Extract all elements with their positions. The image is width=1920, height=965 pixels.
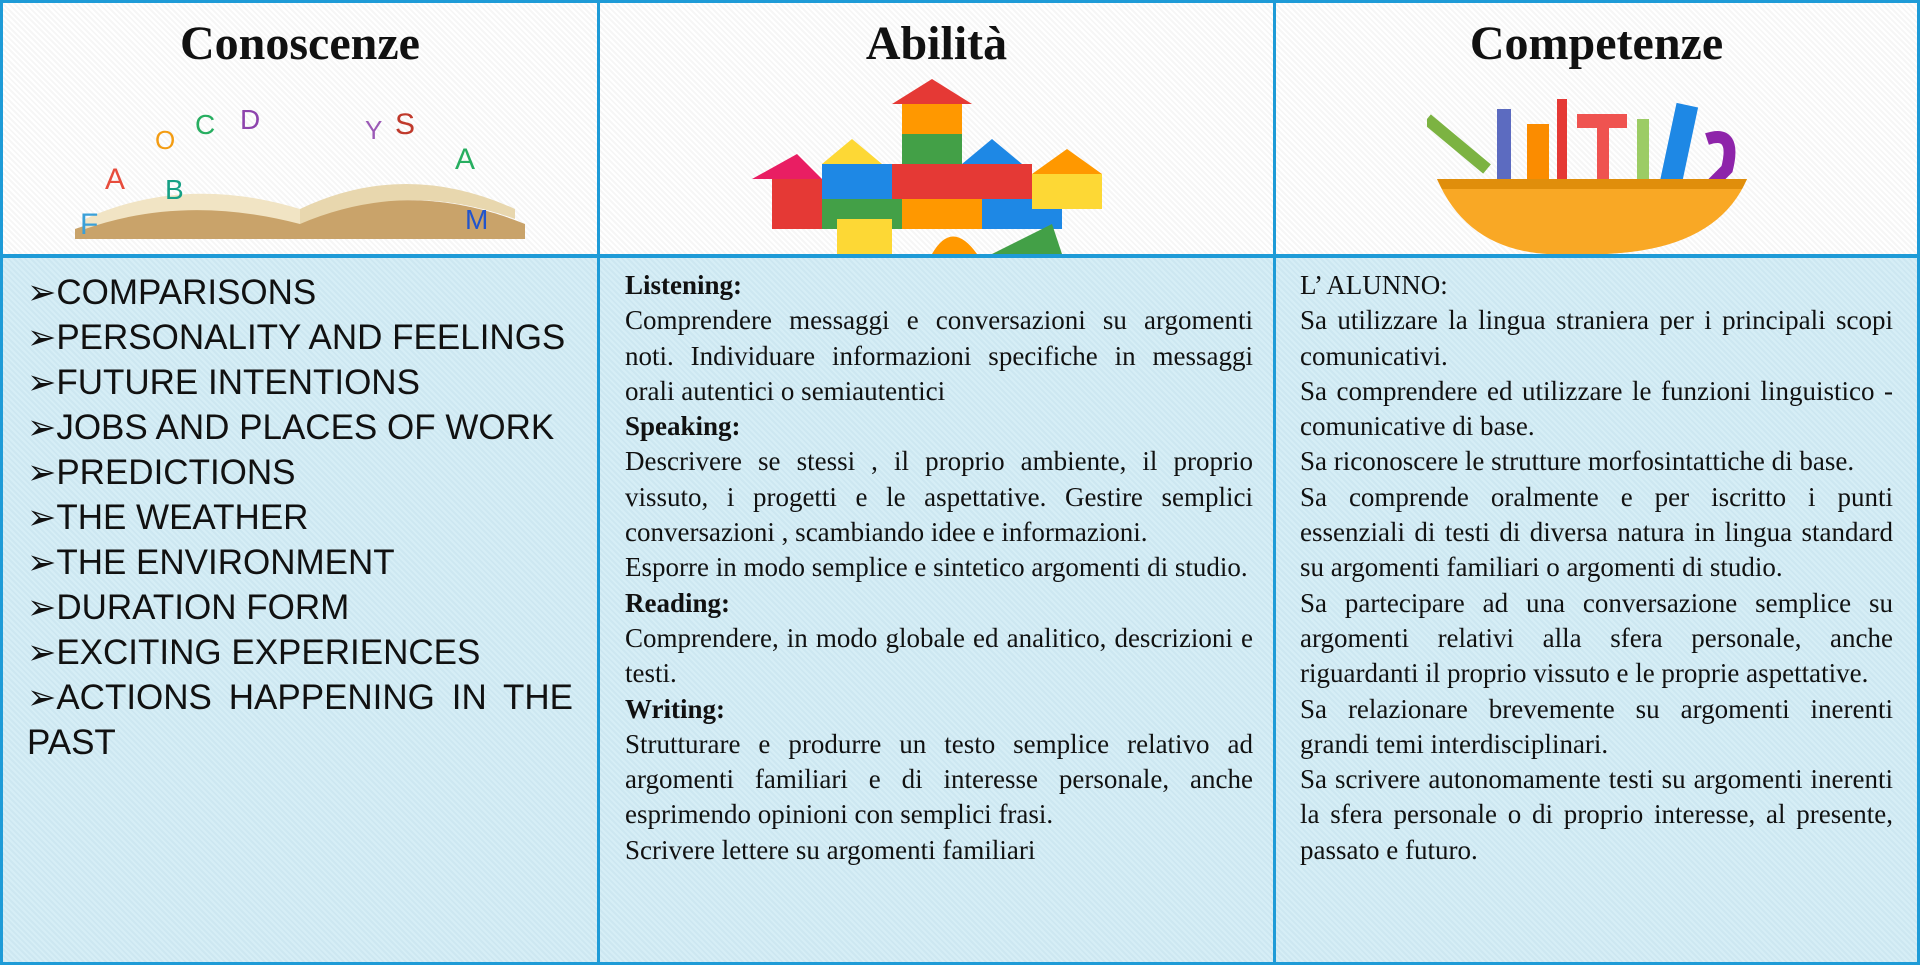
topic-item: THE WEATHER [27, 495, 573, 540]
section-text: Descrivere se stessi , il proprio ambien… [625, 446, 1253, 548]
svg-text:D: D [240, 104, 260, 135]
header-title: Conoscenze [180, 17, 420, 70]
competence-text: Sa scrivere autonomamente testi su argom… [1300, 764, 1893, 865]
svg-text:A: A [455, 143, 475, 176]
section-text: Comprendere messaggi e conversazioni su … [625, 305, 1253, 406]
competenze-cell: L’ ALUNNO: Sa utilizzare la lingua stran… [1276, 258, 1917, 962]
abilita-cell: Listening: Comprendere messaggi e convers… [600, 258, 1276, 962]
competence-text: Sa comprende oralmente e per iscritto i … [1300, 481, 1893, 583]
svg-text:F: F [80, 208, 98, 239]
competence-text: Sa riconoscere le strutture morfosintatt… [1300, 446, 1855, 477]
section-text: Esporre in modo semplice e sintetico arg… [625, 552, 1248, 583]
header-title: Abilità [865, 17, 1008, 70]
section-text: Strutturare e produrre un testo semplice… [625, 728, 1253, 830]
table: Conoscenze A O C D B Y S A M F Abilità [3, 3, 1917, 962]
tools-image [1426, 99, 1747, 254]
topic-item: ACTIONS HAPPENING IN THE PAST [27, 675, 573, 765]
abilita-text: Listening: Comprendere messaggi e convers… [600, 258, 1273, 868]
conoscenze-cell: COMPARISONSPERSONALITY AND FEELINGSFUTUR… [3, 258, 600, 962]
svg-text:M: M [465, 204, 488, 235]
topic-item: EXCITING EXPERIENCES [27, 630, 573, 675]
svg-text:B: B [165, 174, 184, 205]
section-text: Comprendere, in modo globale ed analitic… [625, 622, 1253, 689]
competence-text: Sa partecipare ad una conversazione semp… [1300, 587, 1893, 689]
header-title: Competenze [1469, 17, 1724, 70]
svg-text:A: A [105, 163, 125, 196]
section-heading: Writing: [625, 693, 725, 724]
competence-text: Sa utilizzare la lingua straniera per i … [1300, 305, 1893, 371]
svg-text:C: C [195, 109, 215, 140]
section-heading: Listening: [625, 270, 743, 300]
header-cell: Abilità [600, 3, 1276, 258]
topic-item: JOBS AND PLACES OF WORK [27, 405, 573, 450]
topic-item: THE ENVIRONMENT [27, 540, 573, 585]
competence-text: Sa comprendere ed utilizzare le funzioni… [1300, 375, 1893, 442]
svg-text:O: O [155, 125, 175, 155]
topic-item: COMPARISONS [27, 270, 573, 315]
svg-text:S: S [395, 108, 415, 141]
header-cell: Conoscenze A O C D B Y S A M F [3, 3, 600, 258]
section-heading: Reading: [625, 587, 731, 618]
svg-text:Y: Y [365, 115, 382, 145]
blocks-image [751, 79, 1102, 254]
competence-text: Sa relazionare brevemente su argomenti i… [1300, 693, 1893, 759]
competenze-text: L’ ALUNNO: Sa utilizzare la lingua stran… [1276, 258, 1917, 868]
topic-item: FUTURE INTENTIONS [27, 360, 573, 405]
section-text: Scrivere lettere su argomenti familiari [625, 834, 1036, 865]
section-heading: Speaking: [625, 411, 741, 442]
topic-item: DURATION FORM [27, 585, 573, 630]
book-image: A O C D B Y S A M F [75, 104, 525, 239]
topic-item: PREDICTIONS [27, 450, 573, 495]
topic-item: PERSONALITY AND FEELINGS [27, 315, 573, 360]
topic-list: COMPARISONSPERSONALITY AND FEELINGSFUTUR… [3, 258, 597, 765]
intro: L’ ALUNNO: [1300, 270, 1448, 300]
header-cell: Competenze [1276, 3, 1917, 258]
